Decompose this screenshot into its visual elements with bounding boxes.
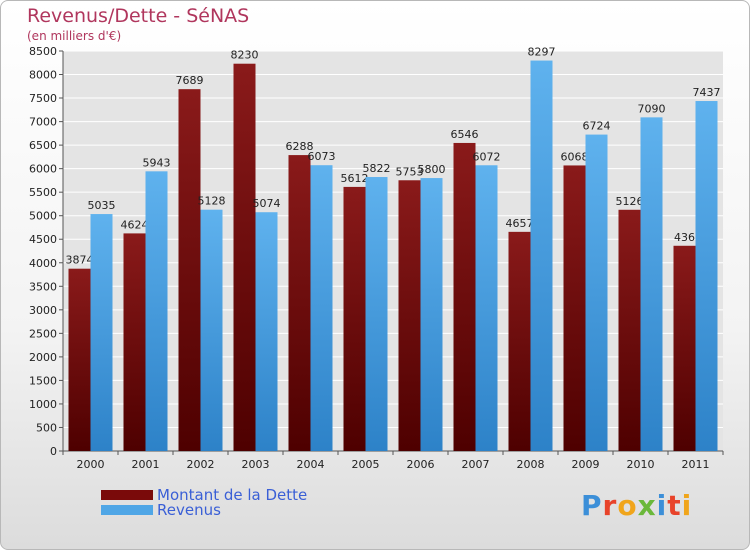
y-tick-label: 2500 — [29, 327, 57, 340]
bar-debt — [123, 233, 146, 451]
bar-debt — [618, 209, 641, 451]
proxiti-logo: Proxiti — [581, 489, 692, 522]
bar-revenue — [475, 165, 498, 451]
y-tick-label: 1000 — [29, 398, 57, 411]
data-label-debt: 5126 — [616, 195, 644, 208]
data-label-debt: 6546 — [451, 128, 479, 141]
bar-revenue — [200, 209, 223, 451]
x-tick-label: 2008 — [517, 458, 545, 471]
logo-letter: i — [681, 489, 693, 522]
bar-debt — [68, 268, 91, 451]
bar-debt — [398, 180, 421, 452]
chart-title: Revenus/Dette - SéNAS — [27, 5, 250, 27]
legend-swatch-revenue — [101, 504, 153, 515]
legend-item-revenue: Revenus — [101, 500, 307, 519]
data-label-revenue: 7437 — [693, 86, 721, 99]
bar-debt — [178, 89, 201, 451]
data-label-debt: 4624 — [121, 218, 149, 231]
data-label-revenue: 5943 — [143, 156, 171, 169]
y-tick-label: 3500 — [29, 280, 57, 293]
data-label-revenue: 8297 — [528, 46, 556, 59]
legend: Montant de la Dette Revenus — [101, 485, 308, 519]
data-label-revenue: 5128 — [198, 195, 226, 208]
y-tick-label: 0 — [50, 445, 57, 458]
x-tick-label: 2011 — [682, 458, 710, 471]
data-label-debt: 6068 — [561, 150, 589, 163]
data-label-debt: 7689 — [176, 74, 204, 87]
logo-letter: o — [617, 489, 638, 522]
data-label-debt: 436 — [674, 231, 695, 244]
y-tick-label: 4500 — [29, 233, 57, 246]
y-tick-label: 7000 — [29, 116, 57, 129]
bar-debt — [563, 165, 586, 451]
x-tick-label: 2010 — [627, 458, 655, 471]
x-tick-label: 2002 — [187, 458, 215, 471]
plot-background — [63, 51, 723, 451]
bar-revenue — [530, 60, 553, 451]
bar-debt — [508, 231, 531, 451]
legend-label-debt: Montant de la Dette — [157, 485, 308, 504]
y-tick-label: 5500 — [29, 186, 57, 199]
bar-debt — [343, 186, 366, 451]
logo-letter: P — [581, 489, 603, 522]
x-tick-label: 2001 — [132, 458, 160, 471]
data-label-debt: 4657 — [506, 217, 534, 230]
chart-subtitle: (en milliers d'€) — [27, 29, 122, 43]
y-tick-label: 5000 — [29, 210, 57, 223]
bar-revenue — [420, 178, 443, 451]
legend-label-revenue: Revenus — [157, 500, 221, 519]
x-tick-label: 2007 — [462, 458, 490, 471]
x-tick-label: 2003 — [242, 458, 270, 471]
y-tick-label: 500 — [36, 421, 57, 434]
logo-letter: r — [602, 489, 618, 522]
x-tick-label: 2006 — [407, 458, 435, 471]
bar-revenue — [310, 165, 333, 451]
data-label-revenue: 6073 — [308, 150, 336, 163]
logo-letter: x — [637, 489, 657, 522]
bar-revenue — [365, 177, 388, 451]
data-label-revenue: 5035 — [88, 199, 116, 212]
y-tick-label: 7500 — [29, 92, 57, 105]
data-label-revenue: 5822 — [363, 162, 391, 175]
bar-revenue — [640, 117, 663, 452]
bar-revenue — [90, 214, 113, 451]
bar-debt — [233, 63, 256, 452]
data-label-debt: 8230 — [231, 49, 259, 62]
y-tick-label: 6000 — [29, 163, 57, 176]
y-tick-label: 3000 — [29, 304, 57, 317]
y-tick-label: 8000 — [29, 69, 57, 82]
y-tick-label: 4000 — [29, 257, 57, 270]
bar-debt — [453, 142, 476, 451]
data-label-revenue: 6072 — [473, 150, 501, 163]
data-label-debt: 5753 — [396, 165, 424, 178]
bar-revenue — [255, 212, 278, 451]
logo-letter: t — [667, 489, 682, 522]
bar-revenue — [585, 134, 608, 451]
data-label-revenue: 5074 — [253, 197, 281, 210]
data-label-debt: 6288 — [286, 140, 314, 153]
data-label-debt: 5612 — [341, 172, 369, 185]
bar-revenue — [145, 171, 168, 451]
bar-revenue — [695, 101, 718, 451]
x-tick-label: 2005 — [352, 458, 380, 471]
data-label-revenue: 7090 — [638, 102, 666, 115]
legend-swatch-debt — [101, 489, 153, 500]
logo-letter: i — [656, 489, 668, 522]
data-label-revenue: 6724 — [583, 120, 611, 133]
x-tick-label: 2000 — [77, 458, 105, 471]
data-label-revenue: 5800 — [418, 163, 446, 176]
x-tick-label: 2004 — [297, 458, 325, 471]
y-tick-label: 8500 — [29, 45, 57, 58]
x-tick-label: 2009 — [572, 458, 600, 471]
y-tick-label: 2000 — [29, 351, 57, 364]
legend-item-debt: Montant de la Dette — [101, 485, 308, 504]
data-label-debt: 3874 — [66, 254, 94, 267]
bar-debt — [288, 155, 311, 451]
y-tick-label: 6500 — [29, 139, 57, 152]
bar-debt — [673, 245, 696, 451]
y-tick-label: 1500 — [29, 374, 57, 387]
